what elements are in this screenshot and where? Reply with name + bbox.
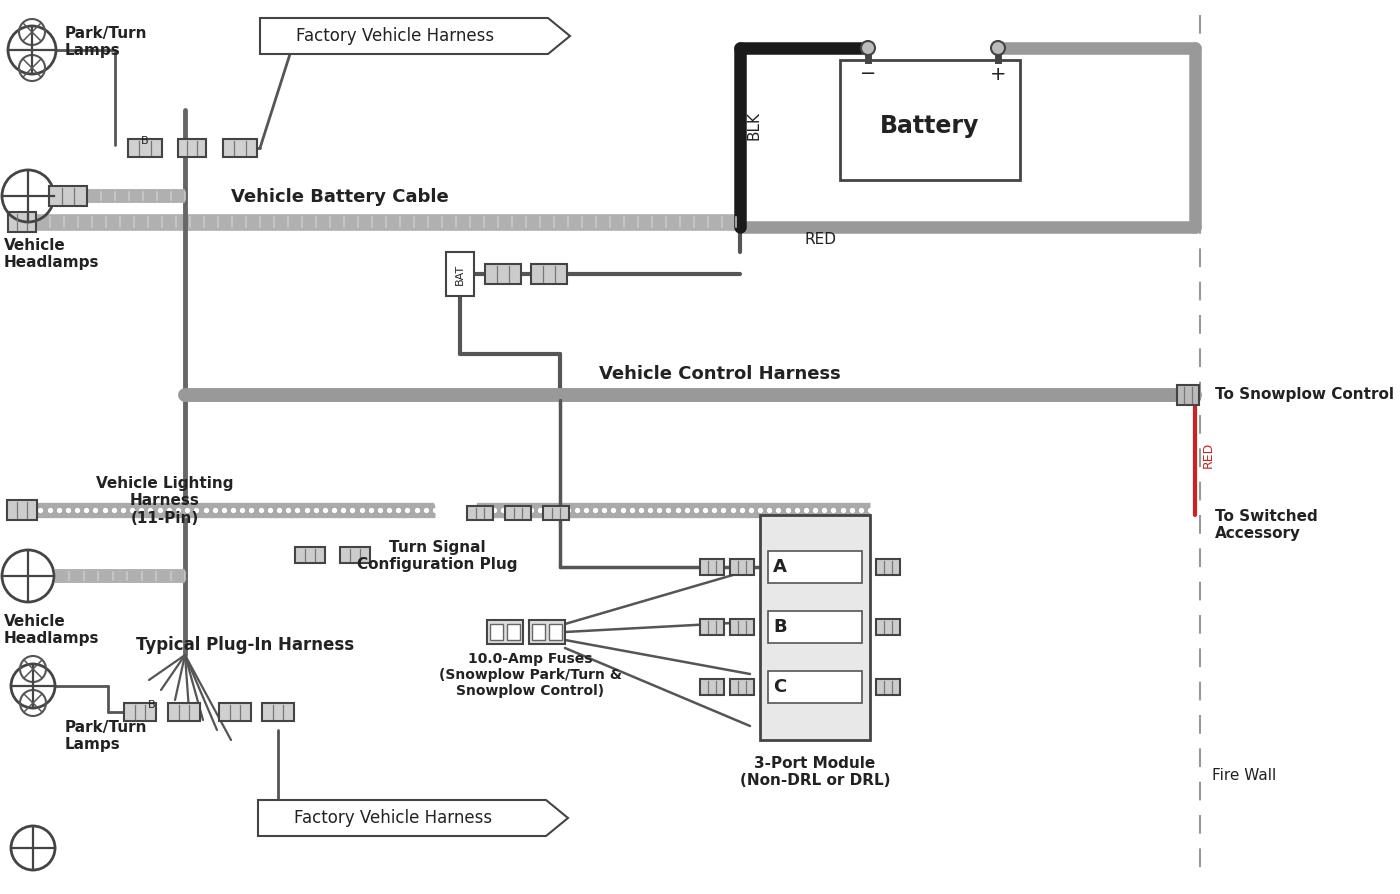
Bar bbox=[769, 671, 862, 703]
Bar bbox=[729, 619, 755, 635]
Bar bbox=[769, 611, 862, 643]
Bar bbox=[543, 506, 568, 520]
Text: Factory Vehicle Harness: Factory Vehicle Harness bbox=[295, 27, 494, 45]
Bar bbox=[531, 264, 567, 284]
Bar bbox=[840, 60, 1021, 180]
Bar bbox=[549, 624, 561, 640]
Text: 3-Port Module
(Non-DRL or DRL): 3-Port Module (Non-DRL or DRL) bbox=[739, 756, 890, 789]
Bar bbox=[218, 703, 251, 721]
Bar bbox=[1177, 385, 1198, 405]
Text: BAT: BAT bbox=[455, 264, 465, 284]
Bar bbox=[340, 547, 370, 563]
Text: Factory Vehicle Harness: Factory Vehicle Harness bbox=[294, 809, 491, 827]
Bar bbox=[49, 186, 87, 206]
Text: B: B bbox=[141, 136, 148, 146]
Text: Park/Turn
Lamps: Park/Turn Lamps bbox=[64, 720, 147, 753]
Bar bbox=[876, 679, 900, 695]
Bar bbox=[295, 547, 325, 563]
Bar bbox=[529, 620, 566, 644]
Bar bbox=[700, 679, 724, 695]
Bar bbox=[769, 551, 862, 583]
Text: To Snowplow Control: To Snowplow Control bbox=[1215, 387, 1394, 402]
Text: Fire Wall: Fire Wall bbox=[1212, 768, 1277, 782]
Bar bbox=[532, 624, 545, 640]
Text: Vehicle Control Harness: Vehicle Control Harness bbox=[599, 365, 841, 383]
Bar bbox=[468, 506, 493, 520]
Text: +: + bbox=[990, 64, 1007, 83]
Bar bbox=[178, 139, 206, 157]
Text: Park/Turn
Lamps: Park/Turn Lamps bbox=[64, 26, 147, 58]
Text: 10.0-Amp Fuses
(Snowplow Park/Turn &
Snowplow Control): 10.0-Amp Fuses (Snowplow Park/Turn & Sno… bbox=[438, 652, 622, 698]
Bar bbox=[168, 703, 200, 721]
Bar bbox=[223, 139, 258, 157]
Bar bbox=[700, 619, 724, 635]
Text: Vehicle
Headlamps: Vehicle Headlamps bbox=[4, 238, 99, 270]
Text: To Switched
Accessory: To Switched Accessory bbox=[1215, 509, 1317, 541]
Circle shape bbox=[991, 41, 1005, 55]
Bar bbox=[262, 703, 294, 721]
Text: B: B bbox=[148, 700, 155, 710]
Text: Typical Plug-In Harness: Typical Plug-In Harness bbox=[136, 636, 354, 654]
Text: RED: RED bbox=[804, 232, 836, 248]
Circle shape bbox=[861, 41, 875, 55]
Text: A: A bbox=[773, 558, 787, 576]
Text: C: C bbox=[773, 678, 787, 696]
Bar bbox=[507, 624, 519, 640]
Bar bbox=[487, 620, 524, 644]
Text: Vehicle Battery Cable: Vehicle Battery Cable bbox=[231, 188, 449, 206]
Text: −: − bbox=[860, 64, 876, 83]
Bar bbox=[127, 139, 162, 157]
Polygon shape bbox=[258, 800, 568, 836]
Text: B: B bbox=[773, 618, 787, 636]
Bar bbox=[876, 559, 900, 575]
Polygon shape bbox=[260, 18, 570, 54]
Bar bbox=[484, 264, 521, 284]
Bar bbox=[125, 703, 155, 721]
Bar bbox=[8, 212, 36, 232]
Bar bbox=[505, 506, 531, 520]
Bar bbox=[729, 679, 755, 695]
Bar bbox=[490, 624, 503, 640]
Text: BLK: BLK bbox=[746, 111, 762, 139]
Bar bbox=[729, 559, 755, 575]
Bar bbox=[876, 619, 900, 635]
Text: Battery: Battery bbox=[881, 114, 980, 138]
Bar bbox=[7, 500, 36, 520]
Text: Turn Signal
Configuration Plug: Turn Signal Configuration Plug bbox=[357, 540, 517, 572]
Text: Vehicle
Headlamps: Vehicle Headlamps bbox=[4, 614, 99, 646]
Bar bbox=[760, 515, 869, 740]
Text: RED: RED bbox=[1201, 442, 1215, 468]
Bar bbox=[447, 252, 475, 296]
Bar bbox=[700, 559, 724, 575]
Text: Vehicle Lighting
Harness
(11-Pin): Vehicle Lighting Harness (11-Pin) bbox=[97, 476, 234, 526]
